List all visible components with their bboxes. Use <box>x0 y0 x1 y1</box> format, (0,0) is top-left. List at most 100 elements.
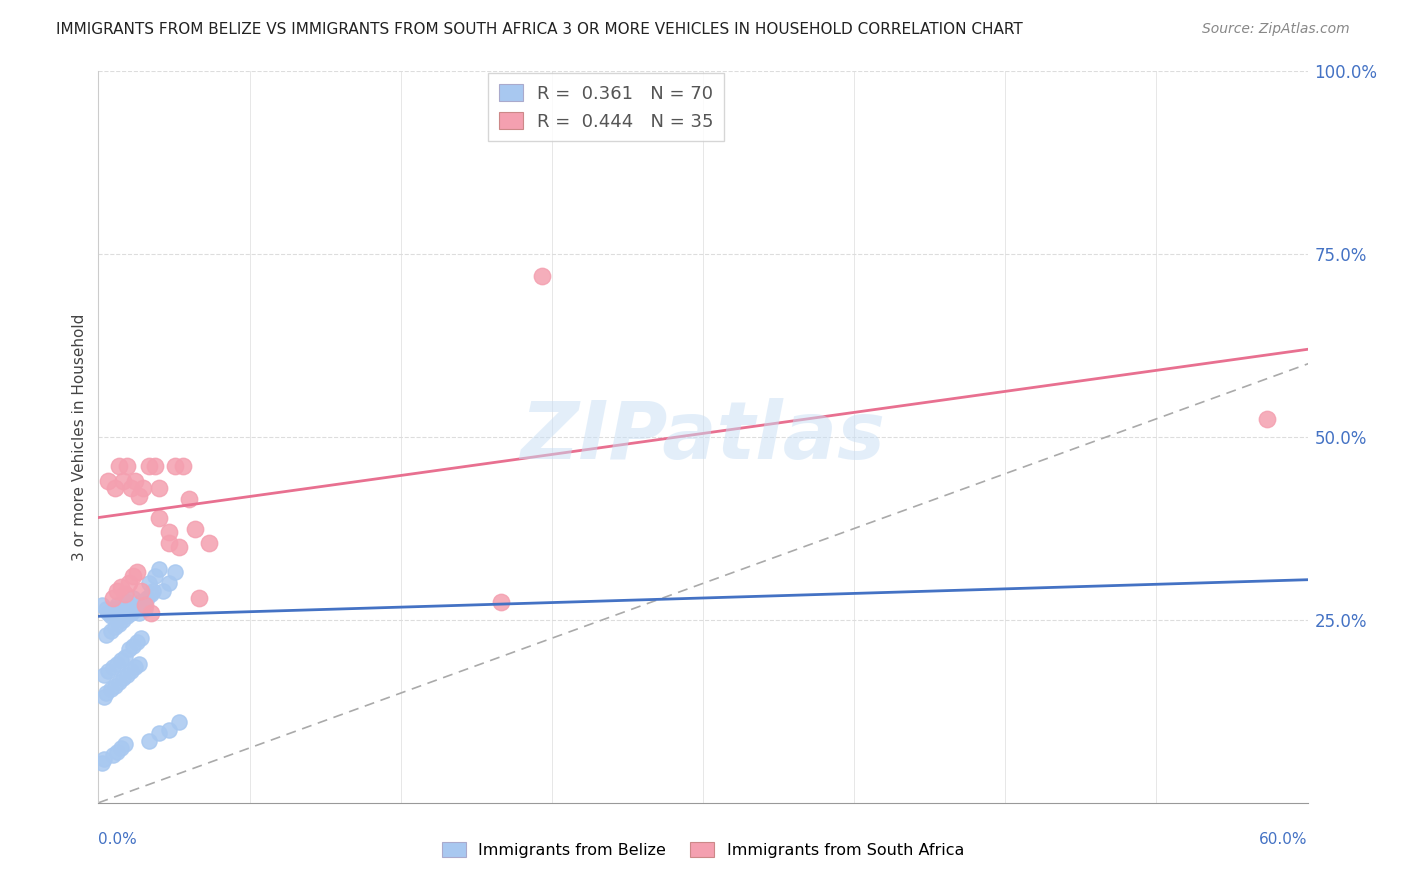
Point <box>121 639 143 653</box>
Point <box>139 587 162 601</box>
Point <box>107 606 129 620</box>
Point <box>101 591 124 605</box>
Point <box>114 587 136 601</box>
Point <box>134 602 156 616</box>
Point <box>121 569 143 583</box>
Point <box>120 481 142 495</box>
Point <box>143 459 166 474</box>
Point <box>114 599 136 613</box>
Point <box>91 599 114 613</box>
Point <box>97 664 120 678</box>
Text: 60.0%: 60.0% <box>1260 832 1308 847</box>
Point <box>128 489 150 503</box>
Point <box>103 602 125 616</box>
Point <box>93 667 115 681</box>
Text: 0.0%: 0.0% <box>98 832 138 847</box>
Point <box>114 737 136 751</box>
Point <box>120 606 142 620</box>
Point <box>125 566 148 580</box>
Point <box>135 591 157 605</box>
Point <box>105 657 128 671</box>
Point <box>167 715 190 730</box>
Point <box>152 583 174 598</box>
Point <box>110 653 132 667</box>
Point <box>188 591 211 605</box>
Point <box>115 594 138 608</box>
Point <box>139 606 162 620</box>
Point <box>91 756 114 770</box>
Point <box>105 583 128 598</box>
Point <box>128 606 150 620</box>
Point <box>184 521 207 535</box>
Point <box>1256 412 1278 426</box>
Point <box>100 624 122 638</box>
Point <box>118 642 141 657</box>
Point <box>129 594 152 608</box>
Point <box>115 667 138 681</box>
Point <box>128 599 150 613</box>
Point <box>148 726 170 740</box>
Point <box>132 481 155 495</box>
Point <box>163 459 186 474</box>
Point <box>129 583 152 598</box>
Point <box>100 682 122 697</box>
Point <box>172 459 194 474</box>
Point <box>138 459 160 474</box>
Point <box>107 459 129 474</box>
Point <box>96 627 118 641</box>
Point <box>124 602 146 616</box>
Point <box>157 576 180 591</box>
Point <box>101 606 124 620</box>
Point <box>100 609 122 624</box>
Point <box>138 733 160 747</box>
Point <box>103 620 125 634</box>
Point <box>96 602 118 616</box>
Point <box>96 686 118 700</box>
Point <box>124 474 146 488</box>
Point <box>148 481 170 495</box>
Point <box>121 591 143 605</box>
Point <box>157 536 180 550</box>
Point <box>103 481 125 495</box>
Point <box>157 525 180 540</box>
Point <box>179 492 201 507</box>
Point <box>97 474 120 488</box>
Point <box>101 660 124 674</box>
Point <box>132 594 155 608</box>
Point <box>93 752 115 766</box>
Point <box>142 583 165 598</box>
Point <box>105 745 128 759</box>
Point <box>101 748 124 763</box>
Point <box>157 723 180 737</box>
Point <box>105 599 128 613</box>
Point <box>132 599 155 613</box>
Point <box>107 616 129 631</box>
Point <box>125 635 148 649</box>
Y-axis label: 3 or more Vehicles in Household: 3 or more Vehicles in Household <box>72 313 87 561</box>
Point <box>143 569 166 583</box>
Text: Source: ZipAtlas.com: Source: ZipAtlas.com <box>1202 22 1350 37</box>
Point <box>114 649 136 664</box>
Legend: Immigrants from Belize, Immigrants from South Africa: Immigrants from Belize, Immigrants from … <box>436 836 970 864</box>
Point <box>93 690 115 704</box>
Text: ZIPatlas: ZIPatlas <box>520 398 886 476</box>
Point <box>124 599 146 613</box>
Point <box>103 679 125 693</box>
Point <box>128 657 150 671</box>
Point <box>115 609 138 624</box>
Point <box>111 474 134 488</box>
Point <box>110 609 132 624</box>
Point <box>111 602 134 616</box>
Point <box>167 540 190 554</box>
Point <box>111 672 134 686</box>
Point <box>107 675 129 690</box>
Point <box>134 599 156 613</box>
Point <box>124 660 146 674</box>
Point <box>118 576 141 591</box>
Point <box>125 602 148 616</box>
Point <box>148 510 170 524</box>
Text: IMMIGRANTS FROM BELIZE VS IMMIGRANTS FROM SOUTH AFRICA 3 OR MORE VEHICLES IN HOU: IMMIGRANTS FROM BELIZE VS IMMIGRANTS FRO… <box>56 22 1024 37</box>
Point <box>118 602 141 616</box>
Point <box>530 269 553 284</box>
Point <box>129 632 152 646</box>
